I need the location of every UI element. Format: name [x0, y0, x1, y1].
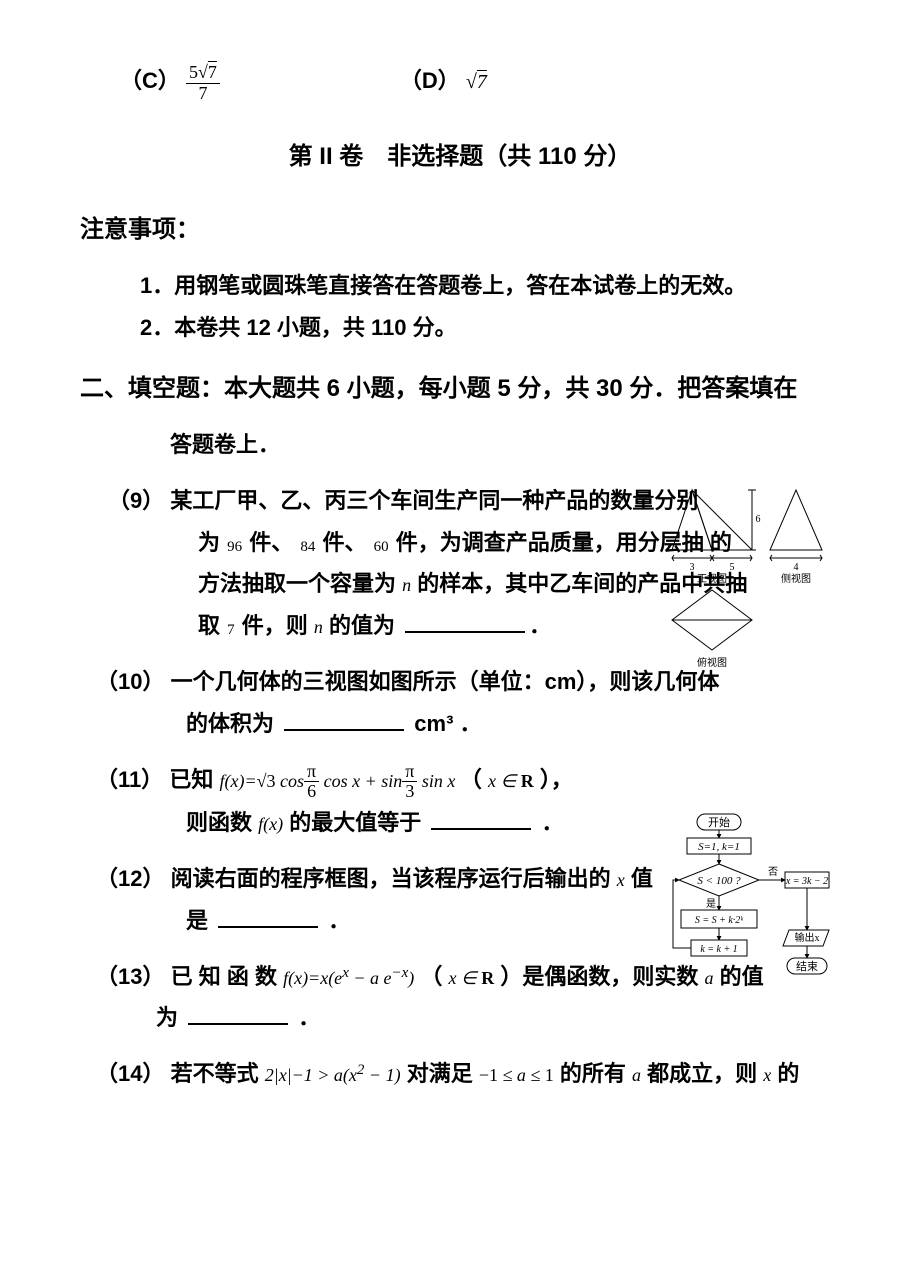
fc-init: S=1, k=1: [698, 841, 740, 853]
fc-update-s: S = S + k·2ᵏ: [695, 915, 744, 926]
fc-cond: S < 100 ?: [697, 875, 741, 887]
q9-l2b: 件、: [249, 530, 293, 555]
q13-period: ．: [298, 1005, 320, 1030]
fc-update-k: k = k + 1: [700, 944, 737, 955]
q9-l2c: 件、: [323, 530, 367, 555]
q9-l2d: 件，为调查产品质量，用分层抽 的: [396, 530, 732, 555]
q9-blank: [405, 611, 525, 633]
q12-l2: 是: [186, 908, 208, 933]
q9-n4: 7: [226, 622, 236, 638]
q9-n1: 96: [226, 539, 243, 555]
fc-end: 结束: [796, 960, 818, 973]
notice-heading: 注意事项：: [80, 207, 840, 253]
q13-l1a: 已 知 函 数: [171, 964, 277, 989]
q12-l1a: 阅读右面的程序框图，当该程序运行后输出的: [171, 866, 611, 891]
fc-start: 开始: [708, 815, 730, 829]
q9-nvar: n: [402, 575, 411, 595]
q9-nvar2: n: [314, 617, 323, 637]
q9-l3b: 的样本，其中乙车间的产品中共抽: [417, 571, 747, 596]
q11-number: （11）: [96, 767, 163, 792]
answer-options-row: （C） 5√7 7 （D） √7: [80, 60, 840, 104]
q12-period: ．: [328, 908, 350, 933]
q12-number: （12）: [96, 866, 164, 891]
q10-line1: 一个几何体的三视图如图所示（单位：cm），则该几何体: [171, 669, 720, 694]
q14-l1b: 对满足: [407, 1061, 473, 1086]
q14-l1c: 的所有: [560, 1061, 626, 1086]
q11-l2a: 则函数: [186, 810, 252, 835]
notice-2: 2．本卷共 12 小题，共 110 分。: [80, 307, 840, 349]
option-d-expr: √7: [466, 71, 487, 93]
q14-formula: 2|x|−1 > a(x2 − 1): [265, 1065, 401, 1085]
q12-xvar: x: [617, 870, 625, 890]
q9-l4c: 的值为: [329, 613, 395, 638]
option-c: （C） 5√7 7: [120, 60, 220, 104]
q14-xvar: x: [763, 1065, 771, 1085]
q13-blank: [188, 1004, 288, 1026]
q11-paren-a: （: [460, 767, 482, 792]
section-2-title: 第 II 卷 非选择题（共 110 分）: [80, 134, 840, 180]
q11-formula: f(x)=√3 cosπ6 cos x + sinπ3 sin x: [220, 771, 460, 791]
q10-blank: [284, 709, 404, 731]
q9-l3a: 方法抽取一个容量为: [198, 571, 396, 596]
q11-period: ．: [542, 810, 564, 835]
fill-blank-heading-b: 答题卷上．: [80, 424, 840, 466]
q14-l1d: 都成立，则: [647, 1061, 757, 1086]
q12-blank: [218, 906, 318, 928]
q9-n3: 60: [373, 539, 390, 555]
q13-paren-a: （: [420, 964, 442, 989]
fill-blank-heading-a: 二、填空题：本大题共 6 小题，每小题 5 分，共 30 分．把答案填在: [80, 366, 840, 412]
notice-1: 1．用钢笔或圆珠笔直接答在答题卷上，答在本试卷上的无效。: [80, 265, 840, 307]
q11-l2b: 的最大值等于: [289, 810, 421, 835]
q13-formula: f(x)=x(ex − a e−x): [283, 968, 414, 988]
q9-number: （9）: [108, 488, 164, 513]
q9-l4b: 件，则: [242, 613, 308, 638]
fc-assign-x: x = 3k − 2: [785, 876, 828, 887]
q10-l2a: 的体积为: [186, 711, 274, 736]
fc-output: 输出x: [795, 931, 820, 944]
fc-no: 否: [768, 866, 778, 878]
q12-l1b: 值: [631, 866, 653, 891]
q13-number: （13）: [96, 964, 164, 989]
q10-period: ．: [460, 711, 482, 736]
q9-line1: 某工厂甲、乙、丙三个车间生产同一种产品的数量分别: [170, 488, 698, 513]
option-c-label: （C）: [120, 68, 180, 93]
q11-blank: [431, 808, 531, 830]
q11-pre: 已知: [169, 767, 213, 792]
option-c-expr: 5√7 7: [186, 71, 220, 93]
q11-xinR: x ∈ R: [488, 771, 534, 791]
q14-number: （14）: [96, 1061, 164, 1086]
q11-fx: f(x): [258, 814, 283, 834]
option-d: （D） √7: [400, 60, 487, 104]
q14-range: −1 ≤ a ≤ 1: [479, 1065, 554, 1085]
q11-paren-b: ），: [540, 767, 573, 792]
q14-avar: a: [632, 1065, 641, 1085]
q14-l1a: 若不等式: [171, 1061, 259, 1086]
q14-l1e: 的: [777, 1061, 799, 1086]
q9-n2: 84: [299, 539, 316, 555]
option-d-label: （D）: [400, 68, 460, 93]
q13-l2: 为: [156, 1005, 178, 1030]
q10-unit: cm³: [414, 711, 453, 736]
flowchart-figure: 开始 S=1, k=1 S < 100 ? 是 否 x = 3k − 2 S =…: [667, 812, 832, 1046]
q10-number: （10）: [96, 669, 164, 694]
q9-l2a: 为: [198, 530, 220, 555]
q9-l4a: 取: [198, 613, 220, 638]
fc-yes: 是: [706, 898, 716, 910]
q13-xinR: x ∈ R: [449, 968, 495, 988]
